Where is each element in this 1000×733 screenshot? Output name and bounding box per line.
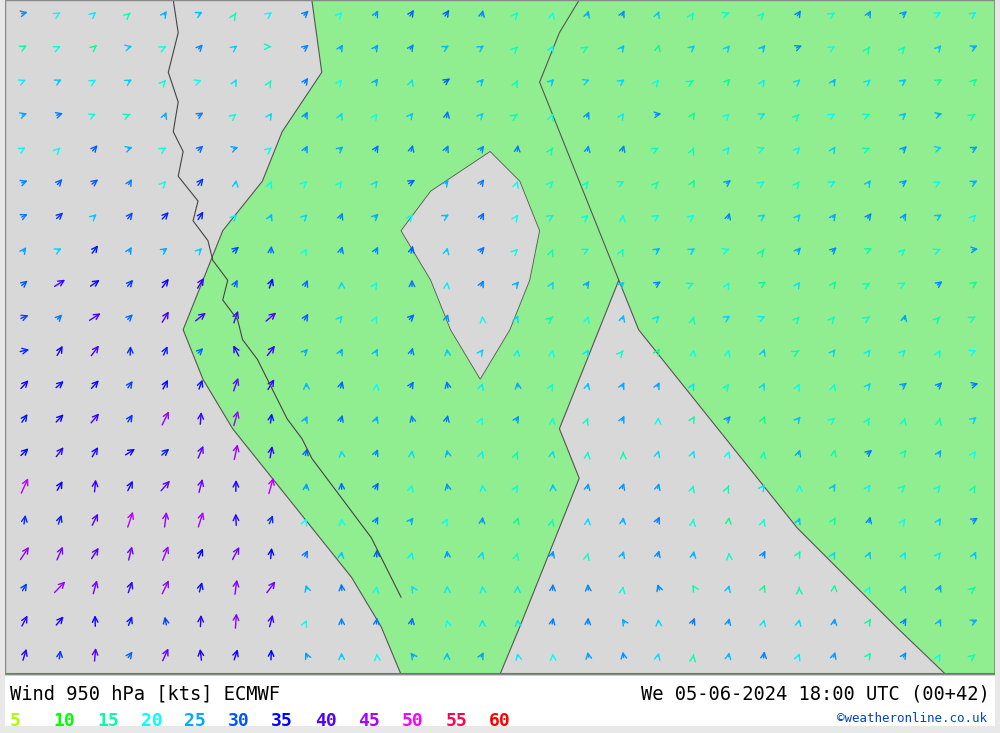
- Text: 30: 30: [228, 712, 249, 730]
- Text: ©weatheronline.co.uk: ©weatheronline.co.uk: [837, 712, 987, 725]
- Text: 55: 55: [446, 712, 467, 730]
- Text: Wind 950 hPa [kts] ECMWF: Wind 950 hPa [kts] ECMWF: [10, 684, 280, 703]
- Polygon shape: [540, 0, 995, 674]
- Text: 60: 60: [489, 712, 511, 730]
- Text: 10: 10: [53, 712, 75, 730]
- Text: 5: 5: [10, 712, 21, 730]
- Polygon shape: [183, 0, 757, 674]
- Bar: [5, 674, 995, 726]
- Polygon shape: [401, 152, 540, 379]
- Text: 45: 45: [358, 712, 380, 730]
- Text: 20: 20: [141, 712, 162, 730]
- Text: 40: 40: [315, 712, 337, 730]
- Text: 50: 50: [402, 712, 424, 730]
- Text: 25: 25: [184, 712, 206, 730]
- Text: We 05-06-2024 18:00 UTC (00+42): We 05-06-2024 18:00 UTC (00+42): [641, 684, 990, 703]
- Text: 35: 35: [271, 712, 293, 730]
- Text: 15: 15: [97, 712, 119, 730]
